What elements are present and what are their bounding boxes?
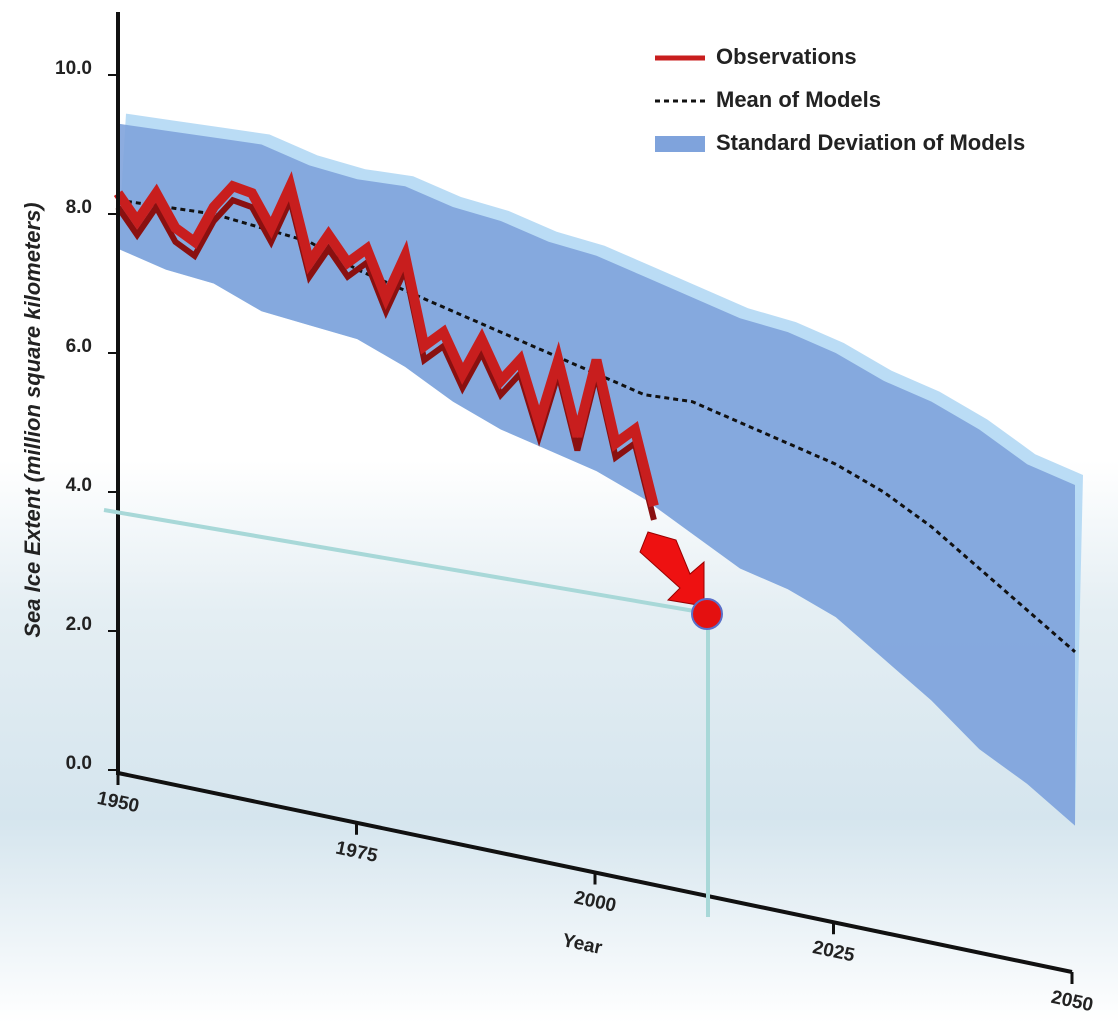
legend-label: Standard Deviation of Models [716,130,1025,155]
annotation [103,508,723,917]
y-axis-title: Sea Ice Extent (million square kilometer… [20,202,45,637]
legend: Observations Mean of Models Standard Devia… [655,44,1025,155]
legend-label: Mean of Models [716,87,881,112]
y-tick-label: 0.0 [66,753,92,774]
guide-line [103,508,707,615]
marker-dot [691,598,723,630]
plot-area [113,113,1083,826]
legend-swatch [655,136,705,152]
y-tick-label: 6.0 [66,336,92,357]
observation-line [113,171,659,508]
legend-label: Observations [716,44,857,69]
std-band [118,123,1075,826]
y-tick-label: 10.0 [55,58,92,79]
y-tick-label: 8.0 [66,197,92,218]
y-tick-label: 2.0 [66,614,92,635]
y-tick-label: 4.0 [66,475,92,496]
